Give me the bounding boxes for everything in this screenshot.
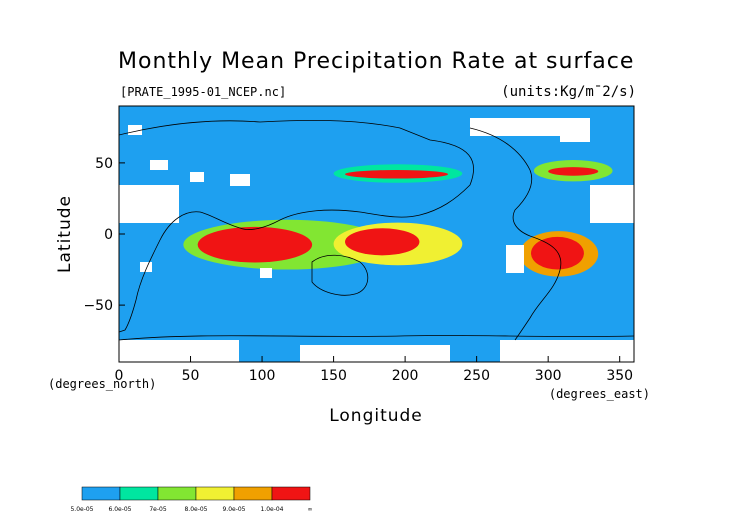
colorbar-swatch [271, 486, 311, 501]
colorbar-swatch [233, 486, 273, 501]
no-data-patches [119, 118, 634, 362]
x-tick-label: 350 [606, 368, 633, 384]
colorbar-label: ∞ [308, 506, 313, 513]
units-label: (units:Kg/m¯2/s) [501, 84, 636, 100]
precip-region-9 [531, 236, 584, 270]
colorbar-label: 9.0e-05 [222, 506, 245, 513]
x-tick-label: 150 [320, 368, 347, 384]
colorbar-swatch [119, 486, 159, 501]
x-tick-label: 300 [535, 368, 562, 384]
y-axis-ticks: 50 0 −50 [83, 156, 125, 314]
y-axis-unit-label: (degrees_north) [48, 377, 156, 391]
coastline-antarctica [119, 335, 634, 341]
colorbar-swatch [195, 486, 235, 501]
chart-title: Monthly Mean Precipitation Rate at surfa… [118, 49, 634, 74]
x-axis-unit-label: (degrees_east) [549, 387, 650, 401]
y-tick-label: −50 [83, 298, 113, 314]
x-axis-title: Longitude [329, 406, 423, 426]
y-tick-label: 50 [95, 156, 113, 172]
colorbar-label: 8.0e-05 [184, 506, 207, 513]
colorbar-label: 1.0e-04 [260, 506, 283, 513]
coastline-americas [469, 127, 562, 341]
precip-region-layer [183, 160, 613, 277]
precip-region-5 [197, 226, 313, 263]
x-tick-label: 50 [182, 368, 200, 384]
coastline-australia [311, 254, 369, 296]
coastline-overlay [119, 119, 634, 341]
x-axis-ticks: 0 50 100 150 200 250 300 350 [115, 356, 633, 384]
x-tick-label: 100 [249, 368, 276, 384]
precip-region-1 [345, 170, 449, 179]
colorbar-legend [81, 486, 311, 501]
precip-region-7 [345, 228, 420, 256]
coastline-africa-eurasia [119, 119, 474, 333]
colorbar-labels: 5.0e-05 6.0e-05 7e-05 8.0e-05 9.0e-05 1.0e-04… [70, 506, 312, 513]
precip-region-3 [548, 167, 599, 176]
colorbar-label: 7e-05 [149, 506, 166, 513]
x-tick-label: 250 [463, 368, 490, 384]
y-axis-title: Latitude [55, 195, 75, 273]
colorbar-label: 6.0e-05 [108, 506, 131, 513]
x-tick-label: 200 [392, 368, 419, 384]
colorbar-swatch [157, 486, 197, 501]
colorbar-label: 5.0e-05 [70, 506, 93, 513]
file-label: [PRATE_1995-01_NCEP.nc] [120, 85, 286, 99]
y-tick-label: 0 [104, 227, 113, 243]
map-plot-area [119, 106, 634, 362]
colorbar-swatch [81, 486, 121, 501]
x-tick-label: 0 [115, 368, 124, 384]
